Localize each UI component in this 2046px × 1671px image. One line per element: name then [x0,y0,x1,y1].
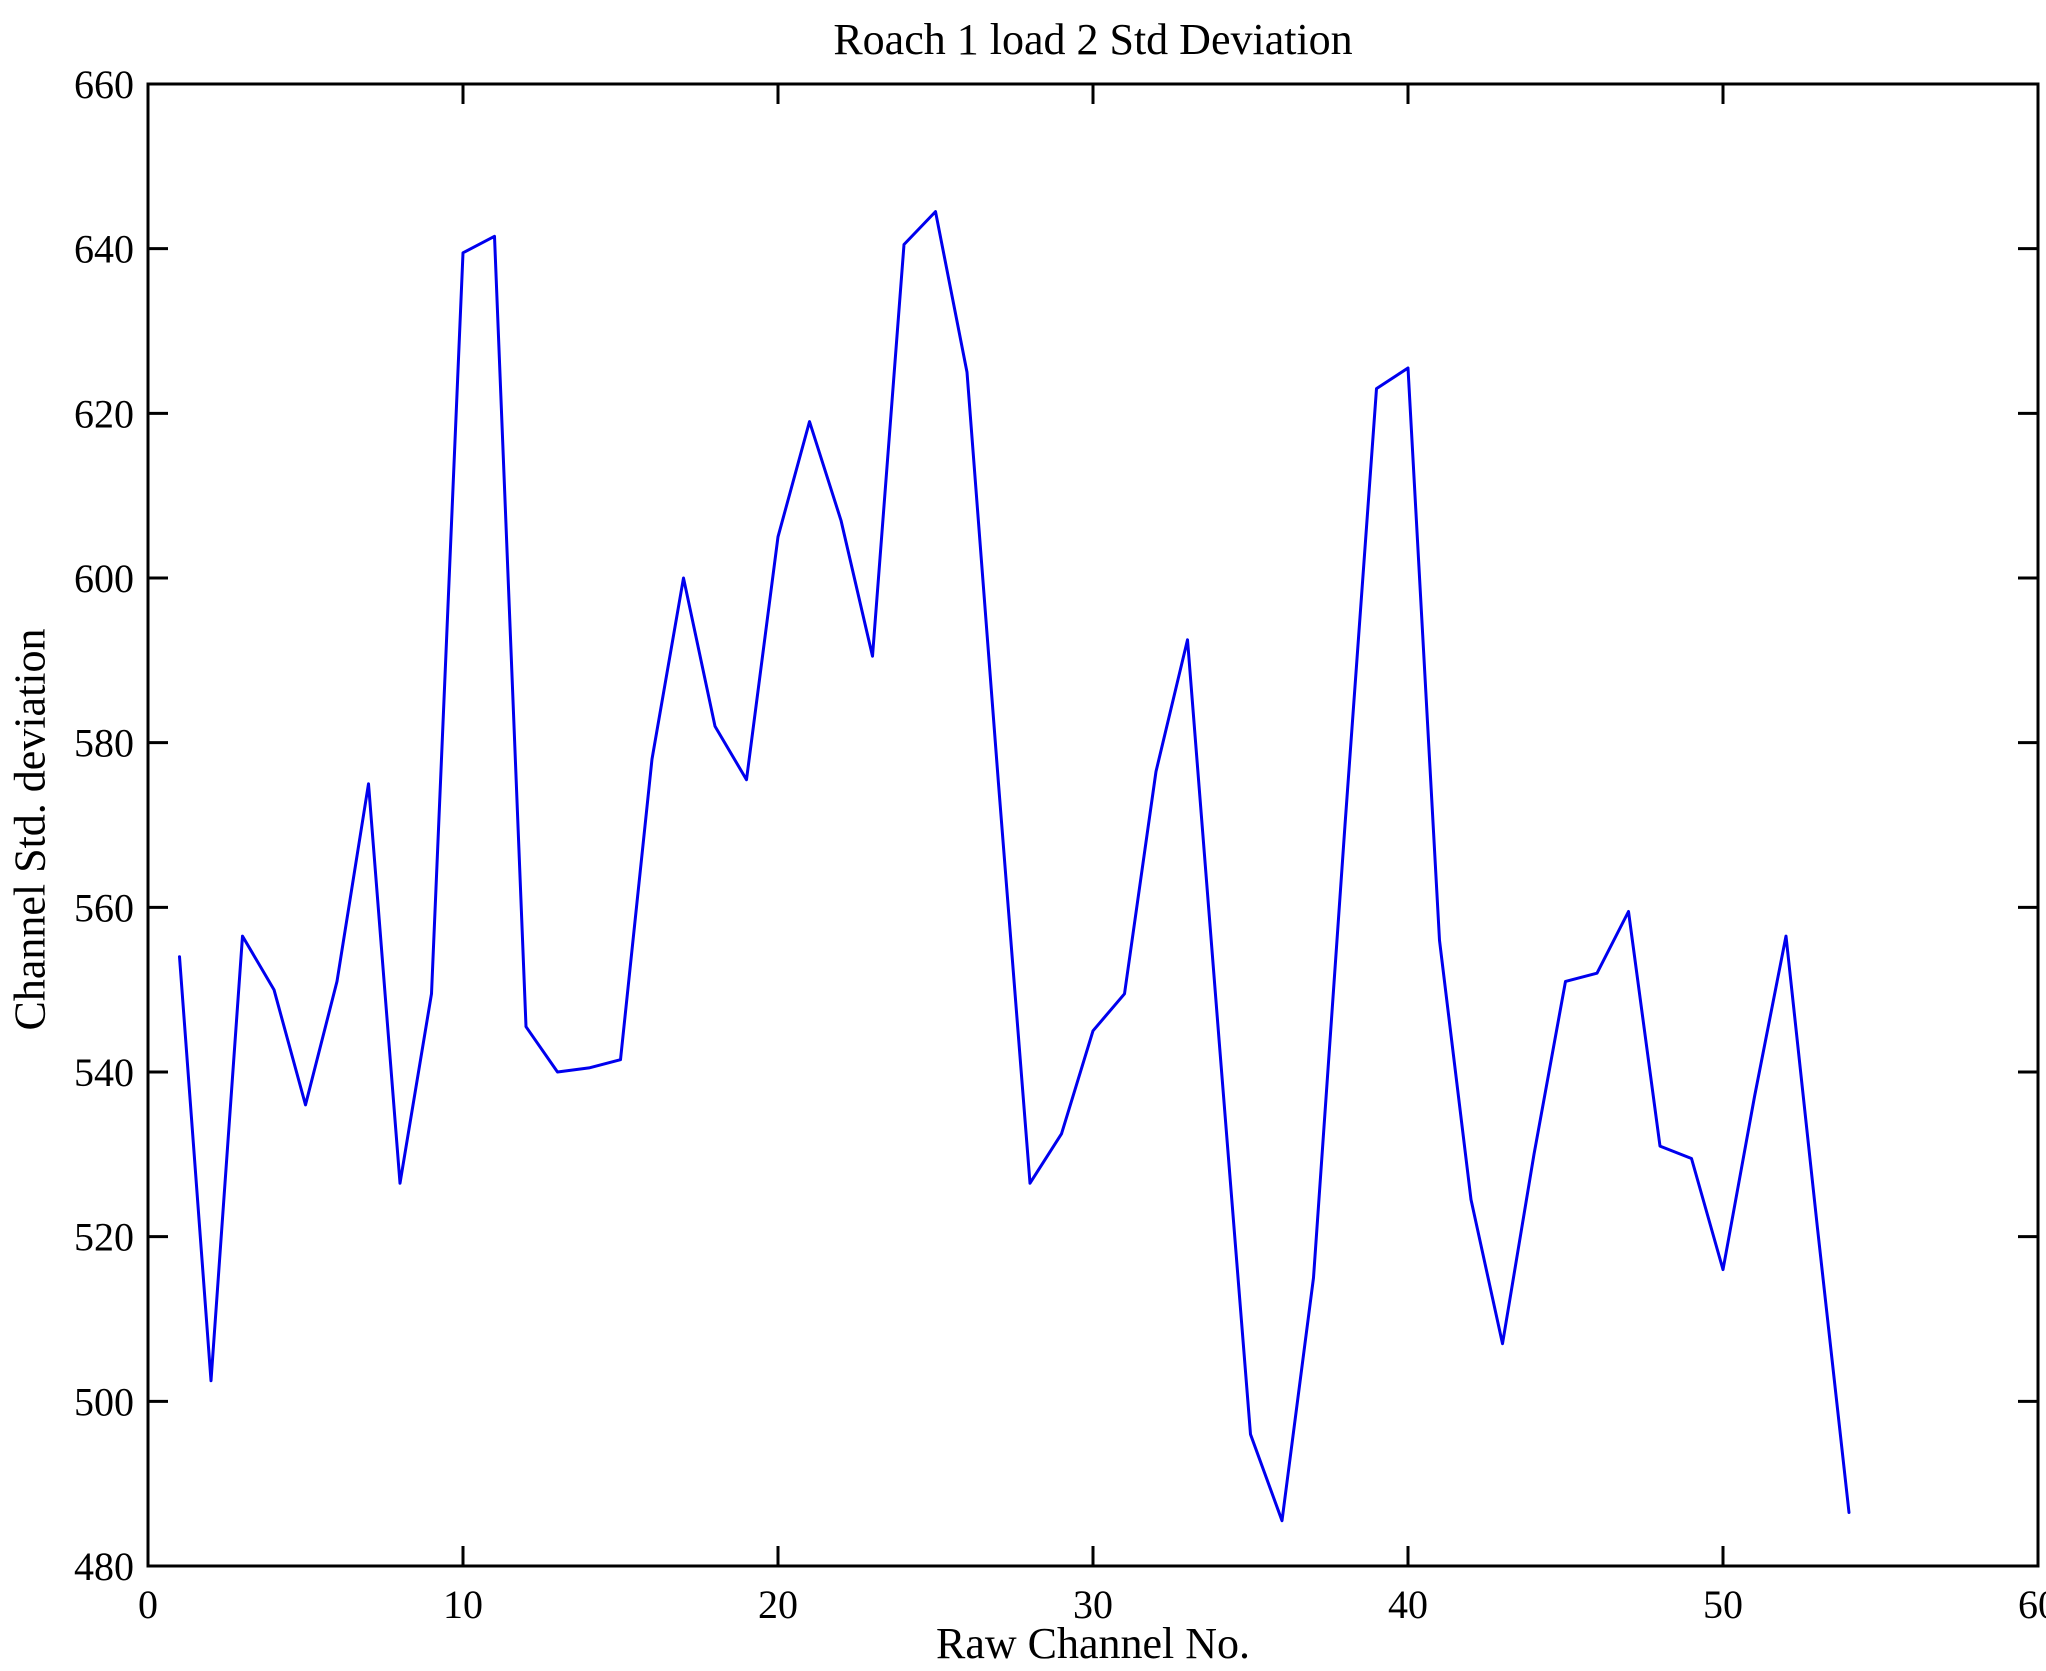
x-axis-label: Raw Channel No. [935,1619,1251,1668]
plot-border [146,82,2040,1568]
x-tick-label: 40 [1388,1582,1428,1627]
x-tick-label: 50 [1703,1582,1743,1627]
y-tick-label: 500 [74,1379,134,1424]
x-tick-label: 60 [2018,1582,2046,1627]
y-axis-label: Channel Std. deviation [5,628,55,1031]
y-tick-label: 560 [74,885,134,930]
y-tick-label: 660 [74,62,134,107]
y-tick-label: 580 [74,721,134,766]
y-tick-label: 620 [74,391,134,436]
series-line [178,210,1851,1523]
y-tick-label: 480 [74,1544,134,1589]
x-tick-label: 30 [1073,1582,1113,1627]
x-tick-label: 0 [138,1582,158,1627]
y-tick-label: 640 [74,227,134,272]
x-tick-label: 10 [443,1582,483,1627]
y-tick-label: 540 [74,1050,134,1095]
chart-title: Roach 1 load 2 Std Deviation [833,15,1353,64]
y-tick-label: 520 [74,1215,134,1260]
y-tick-label: 600 [74,556,134,601]
x-tick-label: 20 [758,1582,798,1627]
